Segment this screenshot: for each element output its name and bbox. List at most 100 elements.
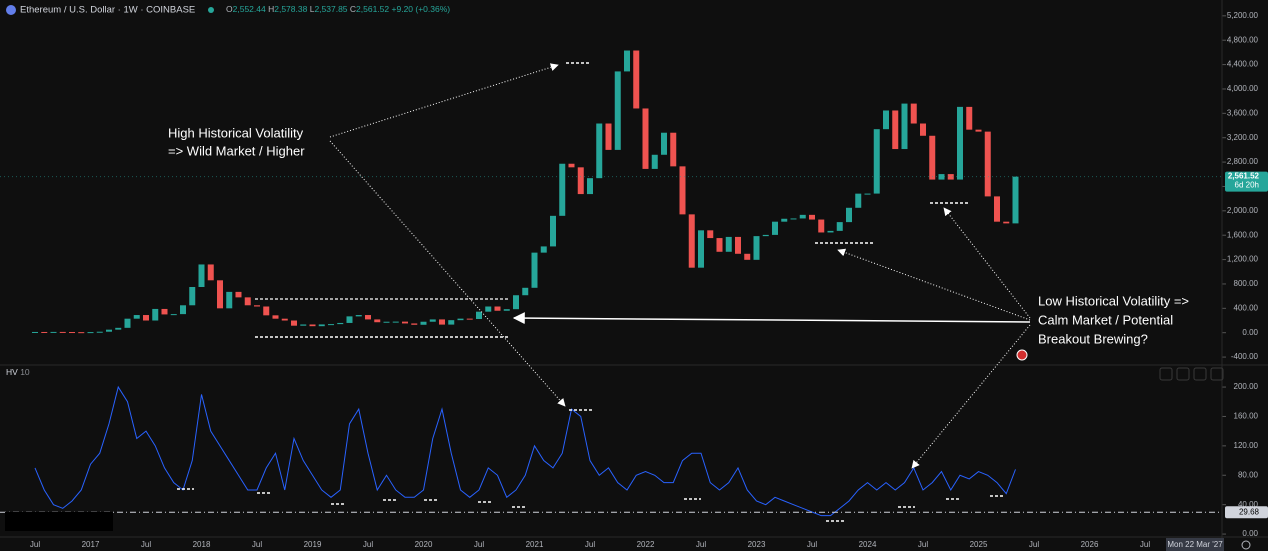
candle — [69, 332, 75, 334]
y-tick-label: 0.00 — [1242, 328, 1258, 337]
y-tick-label: 120.00 — [1234, 441, 1259, 450]
candle — [975, 129, 982, 132]
candle — [670, 132, 677, 167]
quote-line: O2,552.44 H2,578.38 L2,537.85 C2,561.52 … — [226, 4, 450, 14]
candle — [1012, 176, 1019, 224]
candle — [920, 123, 926, 136]
market-status — [208, 7, 214, 13]
candle — [762, 234, 769, 237]
candle — [596, 123, 603, 179]
y-tick-label: 3,600.00 — [1227, 108, 1259, 117]
candle — [633, 50, 640, 109]
hv-reference-label: 29.68 — [1239, 507, 1260, 516]
x-tick-label: Jul — [807, 540, 817, 549]
collapse-button[interactable] — [1193, 367, 1207, 381]
x-tick-label: Jul — [252, 540, 262, 549]
candle — [50, 331, 57, 333]
candle — [781, 218, 788, 222]
quote-key: C — [350, 4, 356, 14]
candle — [32, 331, 38, 333]
candle — [827, 230, 834, 233]
candle — [938, 174, 945, 180]
candle — [725, 236, 732, 252]
candle — [217, 280, 223, 309]
candle — [41, 331, 48, 333]
candle — [476, 311, 482, 319]
candle — [161, 308, 168, 315]
candle — [494, 306, 501, 311]
x-tick-label: Jul — [141, 540, 151, 549]
crosshair-date: Mon 22 Mar '27 — [1167, 540, 1223, 549]
x-tick-label: Jul — [474, 540, 484, 549]
candle — [864, 193, 871, 195]
candle — [994, 196, 1000, 222]
x-tick-label: 2021 — [526, 540, 544, 549]
candle — [716, 238, 723, 252]
candle — [873, 129, 880, 194]
candle — [235, 291, 242, 298]
x-tick-label: 2025 — [970, 540, 988, 549]
candle — [846, 207, 852, 223]
x-tick-label: 2019 — [304, 540, 322, 549]
overlay-box — [5, 512, 113, 531]
candle — [226, 291, 233, 309]
candle — [180, 305, 186, 315]
candle — [614, 71, 621, 150]
candle — [651, 154, 658, 169]
y-tick-label: 800.00 — [1234, 279, 1259, 288]
candle — [207, 264, 214, 281]
annotation-text: Breakout Brewing? — [1038, 331, 1148, 346]
candle — [836, 222, 843, 231]
quote-key: L — [310, 4, 315, 14]
candle — [263, 306, 270, 316]
candle — [883, 110, 889, 130]
move-up-button[interactable] — [1159, 367, 1173, 381]
candle — [679, 166, 686, 215]
candle — [892, 110, 899, 150]
settings-icon[interactable] — [1241, 540, 1251, 550]
hv-low-markers — [177, 488, 1003, 522]
indicator-header: HV 10 — [6, 367, 30, 377]
y-tick-label: 2,000.00 — [1227, 206, 1259, 215]
y-tick-label: 4,000.00 — [1227, 84, 1259, 93]
indicator-title: HV — [6, 367, 18, 377]
delete-button[interactable] — [1176, 367, 1190, 381]
candle — [59, 331, 66, 333]
x-tick-label: 2018 — [193, 540, 211, 549]
quote-value: 2,578.38 — [274, 4, 307, 14]
candle — [198, 264, 205, 288]
candle — [152, 308, 159, 321]
candle — [540, 246, 547, 253]
hv-line — [34, 385, 1016, 517]
candle — [735, 236, 741, 254]
candle — [753, 236, 760, 260]
x-tick-label: 2026 — [1081, 540, 1099, 549]
candle — [522, 287, 529, 296]
y-tick-label: 160.00 — [1234, 412, 1259, 421]
annotations — [177, 62, 1031, 522]
candle — [337, 322, 344, 325]
x-tick-label: Jul — [1029, 540, 1039, 549]
candle — [799, 214, 806, 219]
candle — [87, 332, 94, 334]
candle — [531, 252, 538, 288]
x-tick-label: Jul — [585, 540, 595, 549]
quote-change: +9.20 (+0.36%) — [392, 4, 451, 14]
event-flag[interactable] — [1016, 349, 1028, 361]
candle — [106, 329, 112, 332]
pane-buttons[interactable] — [1159, 367, 1224, 381]
x-tick-label: Jul — [918, 540, 928, 549]
candle — [818, 219, 825, 233]
candle — [244, 297, 251, 306]
candle — [420, 321, 427, 325]
maximize-button[interactable] — [1210, 367, 1224, 381]
candle — [411, 323, 418, 325]
hv-reference-tag — [1225, 506, 1268, 519]
symbol-icon — [6, 5, 16, 15]
candle — [392, 321, 399, 323]
candle — [744, 253, 751, 260]
candle — [707, 230, 714, 239]
candle — [170, 314, 177, 316]
candle — [448, 320, 455, 325]
